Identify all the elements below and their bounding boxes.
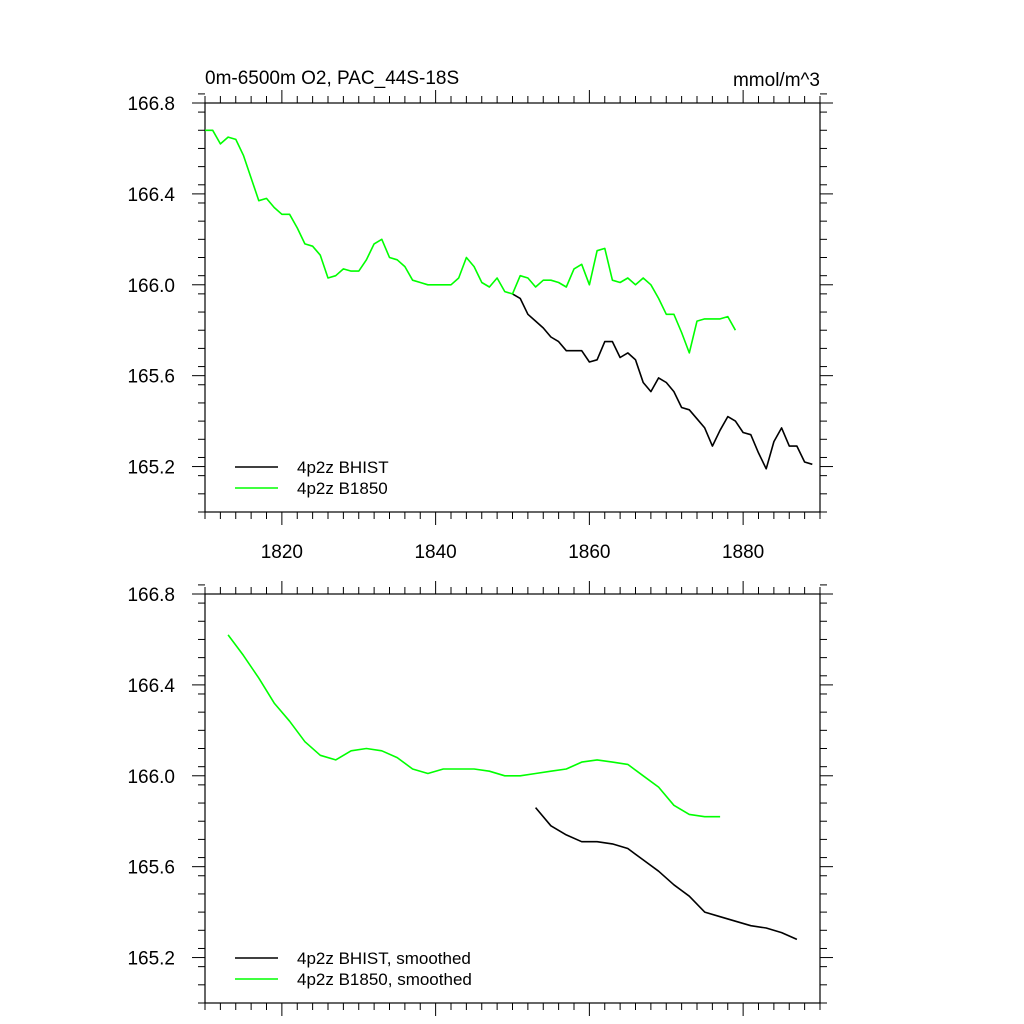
y-tick-label: 166.4	[127, 676, 175, 697]
y-tick-label: 166.0	[127, 276, 175, 297]
y-tick-label: 166.0	[127, 767, 175, 788]
y-tick-label: 165.6	[127, 858, 175, 879]
y-tick-label: 166.8	[127, 94, 175, 115]
plot-title: 0m-6500m O2, PAC_44S-18S	[205, 68, 459, 89]
legend-label: 4p2z BHIST	[297, 458, 389, 477]
x-tick-label: 1840	[414, 542, 456, 563]
series-line-b1850	[205, 129, 737, 354]
top-panel: 165.2 165.6 166.0 166.4 166.8 1820 1840 1860 188…	[127, 90, 833, 563]
bottom-panel: 165.2 165.6 166.0 166.4 166.8 4p2z BHIST, smo…	[127, 581, 833, 1016]
x-tick-label: 1820	[261, 542, 303, 563]
series-line-bhist	[534, 807, 798, 941]
y-tick-label: 166.4	[127, 185, 175, 206]
legend-label: 4p2z BHIST, smoothed	[297, 949, 471, 968]
x-tick-label: 1860	[568, 542, 610, 563]
legend-label: 4p2z B1850, smoothed	[297, 970, 472, 989]
x-tick-label: 1880	[722, 542, 764, 563]
y-tick-label: 165.2	[127, 949, 175, 970]
plot-frame	[204, 102, 821, 513]
y-tick-label: 166.8	[127, 585, 175, 606]
series-line-bhist	[512, 293, 813, 470]
plot-frame	[204, 593, 821, 1004]
y-tick-label: 165.2	[127, 458, 175, 479]
legend-label: 4p2z B1850	[297, 479, 388, 498]
units-label: mmol/m^3	[733, 70, 820, 91]
series-line-b1850	[227, 634, 721, 818]
y-tick-label: 165.6	[127, 367, 175, 388]
